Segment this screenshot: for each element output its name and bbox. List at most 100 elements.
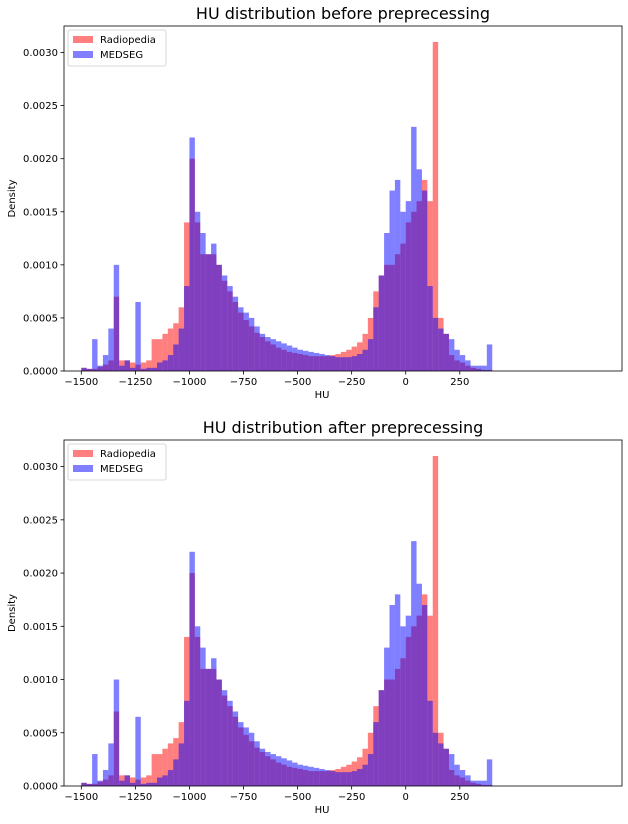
y-tick-label: 0.0005 bbox=[23, 313, 58, 324]
histogram-bar bbox=[351, 771, 358, 786]
chart-1: HU distribution before preprecessing −150… bbox=[7, 4, 623, 401]
histogram-bar bbox=[432, 455, 439, 786]
legend-swatch bbox=[73, 51, 93, 58]
histogram-bar bbox=[378, 690, 385, 786]
histogram-bar bbox=[438, 743, 444, 786]
x-tick-label: −500 bbox=[284, 377, 311, 388]
y-tick-label: 0.0020 bbox=[23, 154, 58, 165]
histogram-bar bbox=[146, 782, 152, 786]
histogram-bar bbox=[367, 339, 374, 371]
histogram-bar bbox=[157, 777, 163, 786]
y-tick-label: 0.0015 bbox=[23, 207, 58, 218]
legend-label: MEDSEG bbox=[100, 50, 143, 61]
histogram-bar bbox=[173, 759, 179, 786]
histogram-bar bbox=[129, 367, 136, 371]
histogram-bar bbox=[335, 772, 341, 786]
histogram-bar bbox=[378, 275, 385, 371]
histogram-bar bbox=[324, 770, 331, 786]
histogram-bar bbox=[151, 367, 157, 371]
y-tick-label: 0.0010 bbox=[23, 675, 58, 686]
histogram-bar bbox=[167, 743, 174, 786]
histogram-bar bbox=[476, 780, 482, 786]
histogram-bar bbox=[432, 41, 439, 372]
y-tick-label: 0.0030 bbox=[23, 48, 58, 59]
histogram-bar bbox=[102, 770, 109, 786]
histogram-bar bbox=[113, 264, 120, 371]
histogram-bar bbox=[248, 732, 255, 786]
histogram-bar bbox=[340, 772, 347, 786]
legend-swatch bbox=[73, 450, 93, 457]
histogram-bar bbox=[362, 349, 368, 371]
legend: Radiopedia MEDSEG bbox=[67, 443, 167, 481]
y-tick-label: 0.0025 bbox=[23, 515, 58, 526]
histogram-bar bbox=[281, 343, 287, 371]
histogram-bar bbox=[211, 658, 217, 786]
x-tick-label: −1500 bbox=[64, 792, 98, 803]
axes-frame bbox=[63, 25, 623, 372]
histogram-bar bbox=[243, 312, 249, 371]
histogram-bar bbox=[394, 594, 401, 786]
histogram-bar bbox=[486, 759, 493, 786]
histogram-bar bbox=[243, 727, 249, 786]
histogram-bar bbox=[113, 679, 120, 786]
histogram-bar bbox=[292, 347, 298, 371]
histogram-bar bbox=[129, 782, 136, 786]
histogram-bar bbox=[232, 296, 239, 371]
histogram-bar bbox=[389, 190, 395, 371]
histogram-bar bbox=[400, 626, 406, 786]
histogram-bar bbox=[194, 626, 201, 786]
histogram-bar bbox=[227, 700, 233, 786]
legend-label: Radiopedia bbox=[100, 35, 156, 46]
histogram-bar bbox=[162, 748, 168, 786]
x-tick-label: −750 bbox=[230, 792, 257, 803]
y-tick-label: 0.0025 bbox=[23, 101, 58, 112]
histogram-bar bbox=[265, 751, 271, 786]
histogram-bar bbox=[146, 775, 152, 786]
histogram-bar bbox=[167, 355, 174, 371]
histogram-bar bbox=[140, 783, 147, 786]
y-axis-label: Density bbox=[7, 594, 18, 632]
histogram-bar bbox=[357, 768, 363, 786]
histogram-bar bbox=[330, 771, 336, 786]
histogram-bar bbox=[308, 766, 314, 786]
axes-frame bbox=[63, 439, 623, 787]
y-tick-label: 0.0005 bbox=[23, 728, 58, 739]
histogram-bar bbox=[459, 770, 466, 786]
histogram-bar bbox=[438, 328, 444, 371]
histogram-bar bbox=[351, 356, 358, 371]
histogram-bar bbox=[227, 286, 233, 371]
histogram-bar bbox=[221, 690, 228, 786]
histogram-bar bbox=[140, 777, 147, 786]
histogram-bar bbox=[443, 333, 449, 371]
y-tick-label: 0.0010 bbox=[23, 260, 58, 271]
y-tick-label: 0.0000 bbox=[23, 367, 58, 378]
histogram-bar bbox=[459, 355, 466, 371]
histogram-bars bbox=[81, 455, 493, 786]
histogram-bar bbox=[297, 764, 303, 786]
histogram-bar bbox=[313, 352, 320, 371]
histogram-bar bbox=[200, 233, 206, 371]
histogram-bar bbox=[146, 360, 152, 371]
histogram-bar bbox=[92, 339, 98, 371]
series-medseg bbox=[81, 541, 493, 786]
histogram-bar bbox=[270, 339, 276, 371]
histogram-bar bbox=[119, 775, 125, 786]
histogram-bar bbox=[427, 201, 433, 371]
histogram-bar bbox=[129, 362, 136, 371]
legend-swatch bbox=[73, 36, 93, 43]
histogram-bar bbox=[146, 367, 152, 371]
histogram-bar bbox=[119, 365, 125, 371]
legend-label: MEDSEG bbox=[100, 464, 143, 475]
x-tick-label: −1500 bbox=[64, 377, 98, 388]
legend-swatch bbox=[73, 465, 93, 472]
y-tick-label: 0.0015 bbox=[23, 622, 58, 633]
histogram-bar bbox=[259, 333, 266, 371]
histogram-bar bbox=[448, 754, 455, 786]
histogram-bar bbox=[135, 716, 141, 786]
histogram-bar bbox=[216, 264, 222, 371]
histogram-bar bbox=[189, 551, 195, 786]
histogram-bar bbox=[427, 700, 433, 786]
histogram-bar bbox=[373, 307, 379, 371]
histogram-bar bbox=[481, 780, 487, 786]
histogram-bar bbox=[81, 782, 87, 786]
